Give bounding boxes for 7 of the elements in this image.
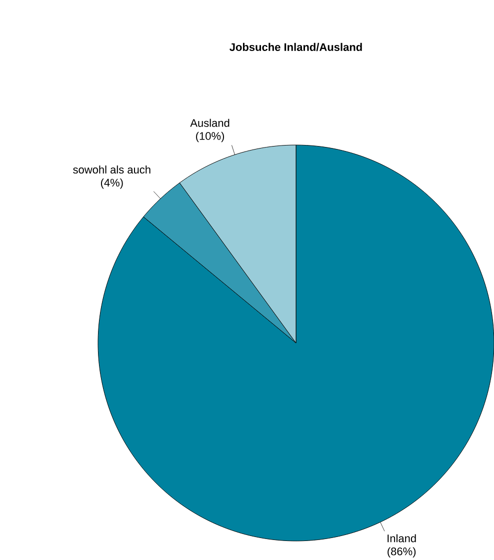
chart-title: Jobsuche Inland/Ausland xyxy=(229,42,362,52)
data-label: (86%) xyxy=(387,547,416,558)
slice-label: Inland xyxy=(388,534,416,542)
slice-label: Ausland xyxy=(190,118,230,127)
slice-label: sowohl als auch xyxy=(72,165,150,174)
data-label: (4%) xyxy=(100,178,123,189)
data-label: (10%) xyxy=(196,132,224,142)
